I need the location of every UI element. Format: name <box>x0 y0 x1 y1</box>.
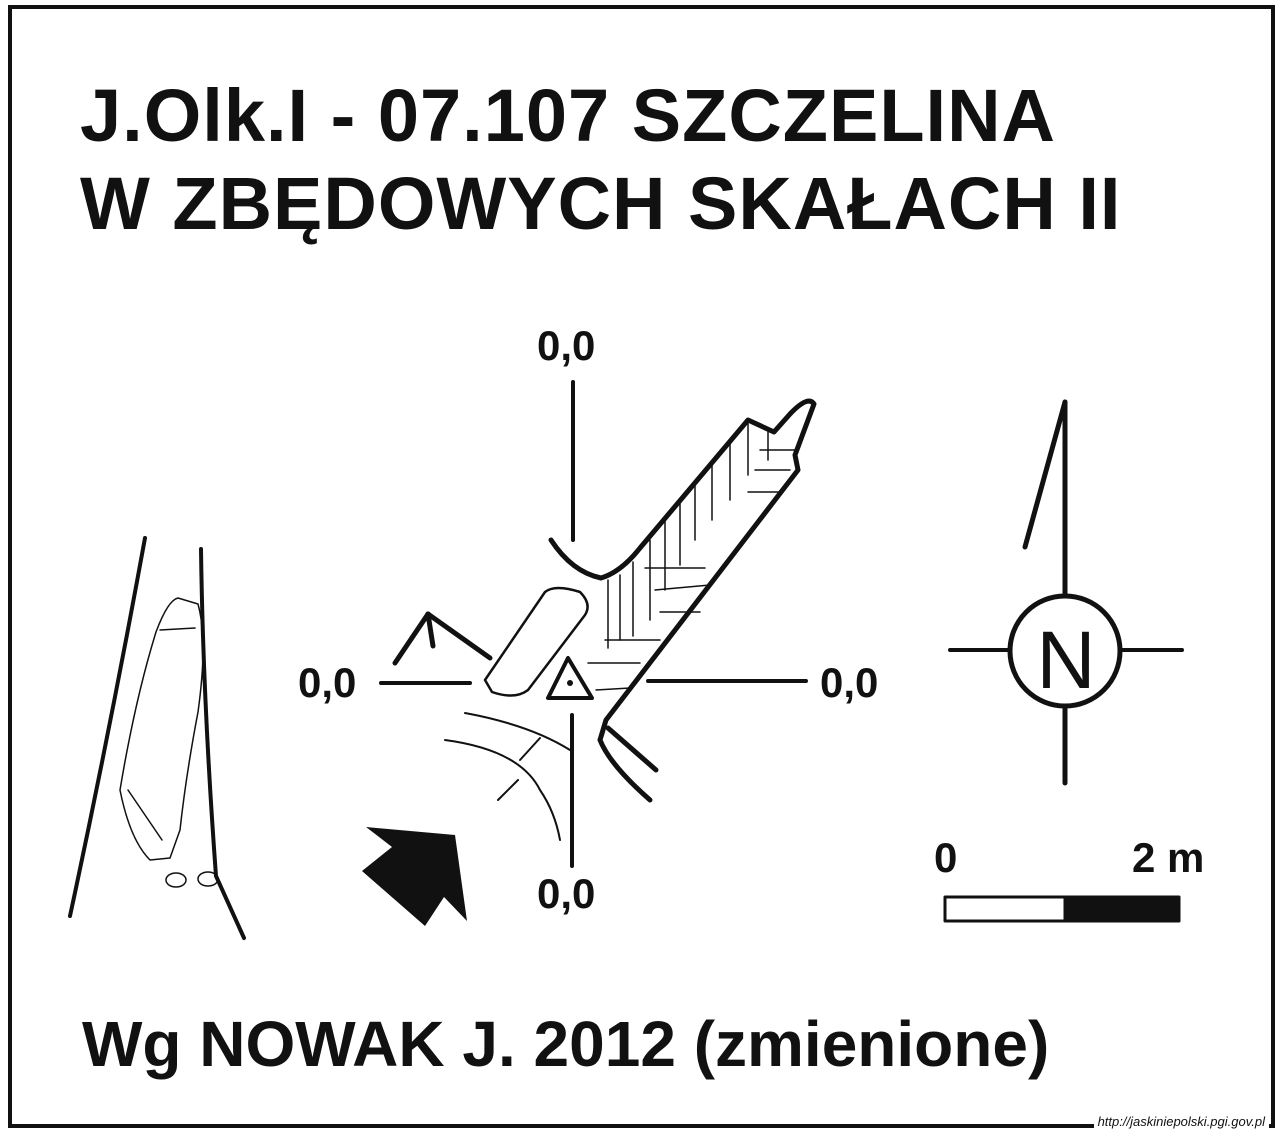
rock-profile <box>68 536 246 940</box>
terrain-lines <box>444 712 571 841</box>
source-credit: Wg NOWAK J. 2012 (zmienione) <box>82 1008 1050 1080</box>
scale-bar-white-segment <box>943 895 1067 923</box>
cave-outline <box>548 398 817 803</box>
scale-bar <box>943 895 1181 923</box>
rock-block <box>483 586 589 697</box>
scale-start-label: 0 <box>934 834 958 881</box>
map-frame <box>8 5 1275 1128</box>
page-title: J.Olk.I - 07.107 SZCZELINA W ZBĘDOWYCH S… <box>80 72 1122 248</box>
section-lines <box>379 380 808 868</box>
cave-wall <box>548 398 817 803</box>
cave-wall-inner <box>605 725 659 773</box>
title-line-1: J.Olk.I - 07.107 SZCZELINA <box>80 74 1056 157</box>
source-url: http://jaskiniepolski.pgi.gov.pl <box>1093 1114 1269 1129</box>
survey-point-right: 0,0 <box>820 659 879 706</box>
scale-bar-black-segment <box>1063 895 1181 923</box>
north-letter: N <box>1036 615 1095 706</box>
title-line-2: W ZBĘDOWYCH SKAŁACH II <box>80 162 1122 245</box>
survey-point-bottom: 0,0 <box>537 870 596 917</box>
view-direction-arrow-icon <box>362 827 467 926</box>
entrance-direction-arrow-icon <box>392 611 493 666</box>
survey-station-icon <box>546 656 594 700</box>
floor-hatching <box>587 419 796 691</box>
north-arrow-icon <box>948 399 1184 786</box>
survey-point-top: 0,0 <box>537 322 596 369</box>
scale-end-label: 2 m <box>1132 834 1205 881</box>
survey-point-left: 0,0 <box>298 659 357 706</box>
